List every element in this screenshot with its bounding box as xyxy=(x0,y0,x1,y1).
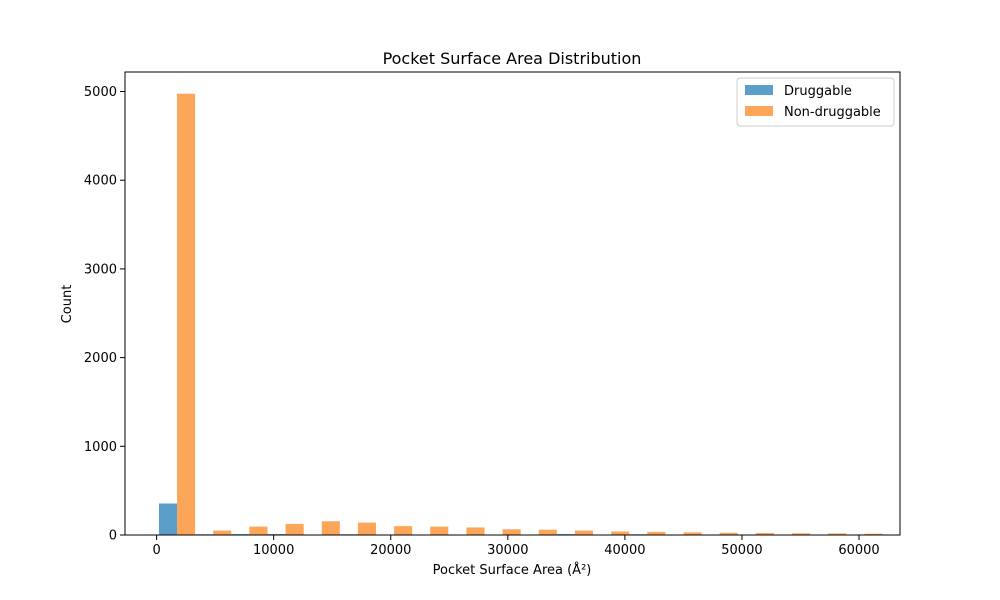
y-tick-label: 1000 xyxy=(84,440,117,455)
y-tick-label: 0 xyxy=(109,529,117,544)
bar-non-druggable-16 xyxy=(755,533,774,535)
bar-non-druggable-14 xyxy=(683,532,702,535)
x-axis-label: Pocket Surface Area (Å²) xyxy=(433,562,592,578)
x-tick-label: 0 xyxy=(152,543,160,558)
y-axis-ticks: 0 1000 2000 3000 4000 5000 xyxy=(84,85,125,544)
bar-non-druggable-10 xyxy=(538,529,557,535)
x-tick-label: 20000 xyxy=(370,543,411,558)
x-tick-label: 40000 xyxy=(604,543,645,558)
chart-title: Pocket Surface Area Distribution xyxy=(383,49,642,68)
x-tick-label: 10000 xyxy=(253,543,294,558)
bar-non-druggable-5 xyxy=(357,522,376,535)
legend-box xyxy=(736,77,895,127)
y-axis-label: Count xyxy=(60,285,75,324)
y-tick-label: 2000 xyxy=(84,351,117,366)
plot-frame xyxy=(124,71,901,536)
bar-non-druggable-7 xyxy=(430,526,449,535)
bar-non-druggable-3 xyxy=(285,523,304,535)
legend-swatch-non-druggable xyxy=(745,106,773,116)
legend-label-druggable: Druggable xyxy=(784,84,852,99)
bar-non-druggable-18 xyxy=(828,533,847,535)
bar-non-druggable-4 xyxy=(321,521,340,535)
y-tick-label: 5000 xyxy=(84,85,117,100)
bar-non-druggable-13 xyxy=(647,531,666,535)
bar-non-druggable-0 xyxy=(177,93,196,536)
bar-non-druggable-1 xyxy=(213,530,232,535)
x-axis-ticks: 0 10000 20000 30000 40000 50000 60000 xyxy=(152,535,880,558)
bar-non-druggable-19 xyxy=(864,533,883,535)
x-tick-label: 50000 xyxy=(721,543,762,558)
bar-non-druggable-9 xyxy=(502,529,521,535)
bar-non-druggable-8 xyxy=(466,527,485,535)
legend-swatch-druggable xyxy=(745,85,773,95)
x-tick-label: 30000 xyxy=(487,543,528,558)
legend-label-non-druggable: Non-druggable xyxy=(784,105,881,120)
bar-non-druggable-17 xyxy=(792,533,811,535)
bar-non-druggable-15 xyxy=(719,532,738,535)
x-tick-label: 60000 xyxy=(838,543,879,558)
bar-druggable-0 xyxy=(158,503,178,535)
bar-non-druggable-11 xyxy=(574,530,594,535)
bar-non-druggable-6 xyxy=(394,526,413,535)
legend: Druggable Non-druggable xyxy=(736,77,895,127)
y-tick-label: 4000 xyxy=(84,174,117,189)
bar-non-druggable-2 xyxy=(249,526,268,535)
y-tick-label: 3000 xyxy=(84,262,117,277)
bar-non-druggable-12 xyxy=(611,531,630,535)
